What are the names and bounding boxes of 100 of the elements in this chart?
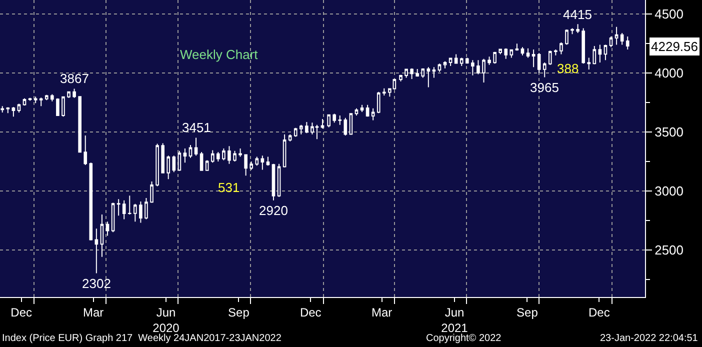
- candlestick: [34, 96, 38, 104]
- candlestick: [366, 104, 370, 118]
- candlestick: [255, 156, 259, 166]
- candlestick: [44, 94, 48, 101]
- candlestick: [471, 60, 474, 76]
- annotation: 3451: [182, 120, 211, 135]
- candlestick: [238, 148, 242, 158]
- candlestick: [50, 94, 54, 102]
- candlestick: [294, 127, 298, 138]
- candlestick: [205, 160, 209, 172]
- candlestick: [84, 135, 88, 166]
- candlestick: [17, 103, 21, 114]
- candlestick: [438, 63, 442, 72]
- candlestick: [587, 57, 591, 70]
- candlestick: [156, 143, 159, 187]
- candlestick: [454, 54, 458, 64]
- y-tick-label: 4000: [654, 66, 684, 81]
- candlestick: [144, 198, 148, 220]
- candlestick: [277, 163, 281, 198]
- candlestick: [233, 150, 236, 162]
- candlestick: [626, 36, 630, 50]
- candlestick: [94, 228, 98, 274]
- annotation: 388: [557, 61, 579, 76]
- candlestick: [443, 60, 447, 69]
- candlestick: [576, 24, 580, 34]
- candlestick: [183, 148, 187, 164]
- x-tick-label: Mar: [371, 305, 392, 320]
- candlestick: [548, 50, 552, 66]
- candlestick: [510, 49, 514, 58]
- candlestick: [537, 52, 541, 74]
- candlestick: [488, 56, 491, 66]
- x-tick-label: Sep: [516, 305, 538, 320]
- candlestick: [39, 97, 43, 107]
- candlestick: [598, 44, 602, 63]
- candlestick: [56, 98, 60, 116]
- candlestick: [228, 146, 231, 164]
- candlestick: [305, 121, 308, 134]
- annotation: 4415: [563, 7, 592, 22]
- candlestick: [560, 42, 563, 55]
- candlestick: [482, 58, 486, 83]
- candlestick: [382, 88, 386, 96]
- candlestick: [89, 162, 93, 241]
- candlestick: [150, 181, 154, 204]
- text: 23-Jan-2022 22:04:51: [600, 333, 698, 344]
- candlestick: [320, 118, 324, 129]
- candlestick: [448, 57, 452, 66]
- annotation: 2920: [259, 203, 288, 218]
- text: Weekly Chart: [180, 47, 258, 62]
- x-tick-label: Dec: [10, 305, 32, 320]
- candlestick: [106, 221, 110, 236]
- candlestick: [300, 124, 303, 135]
- annotation: 3867: [60, 71, 89, 86]
- candlestick: [565, 28, 568, 46]
- candlestick: [122, 200, 126, 220]
- candlestick: [338, 115, 342, 126]
- annotation: 531: [218, 180, 240, 195]
- candlestick: [266, 156, 270, 166]
- candlestick: [222, 148, 226, 161]
- candlestick: [542, 62, 546, 78]
- y-tick-label: 4500: [654, 6, 684, 22]
- candlestick: [12, 106, 16, 118]
- candlestick: [22, 98, 26, 106]
- candlestick: [67, 90, 70, 98]
- candlestick: [376, 91, 380, 114]
- candlestick: [399, 74, 402, 82]
- candlestick: [134, 203, 137, 222]
- y-tick-label: 3000: [654, 183, 684, 198]
- candlestick: [410, 68, 414, 80]
- x-tick-label: Jun 2021: [441, 305, 468, 335]
- candlestick: [166, 155, 170, 180]
- candlestick: [100, 214, 104, 258]
- candlestick: [172, 155, 176, 173]
- candlestick: [194, 137, 198, 156]
- candlestick: [432, 66, 436, 78]
- candlestick: [354, 108, 358, 116]
- candlestick: [244, 154, 248, 176]
- text: 4229.56: [651, 39, 698, 54]
- candlestick: [592, 45, 596, 65]
- candlestick: [493, 51, 496, 64]
- candlestick: [504, 48, 508, 60]
- candlestick: [582, 28, 586, 64]
- candlestick: [6, 106, 10, 114]
- candlestick: [282, 134, 286, 168]
- candlestick: [360, 104, 364, 112]
- candlestick: [72, 88, 76, 98]
- candlestick: [604, 44, 608, 61]
- candlestick: [210, 150, 214, 164]
- candlestick: [78, 96, 82, 154]
- candlestick: [161, 142, 164, 174]
- candlestick: [200, 152, 204, 172]
- candlestick: [404, 68, 408, 78]
- candlestick: [421, 68, 425, 78]
- candlestick: [327, 114, 330, 128]
- candlestick: [288, 134, 292, 142]
- candlestick: [515, 43, 519, 52]
- y-tick-label: 3500: [654, 124, 684, 140]
- candlestick: [426, 66, 430, 88]
- candlestick: [116, 198, 120, 216]
- candlestick: [570, 28, 574, 35]
- candlestick: [609, 36, 613, 48]
